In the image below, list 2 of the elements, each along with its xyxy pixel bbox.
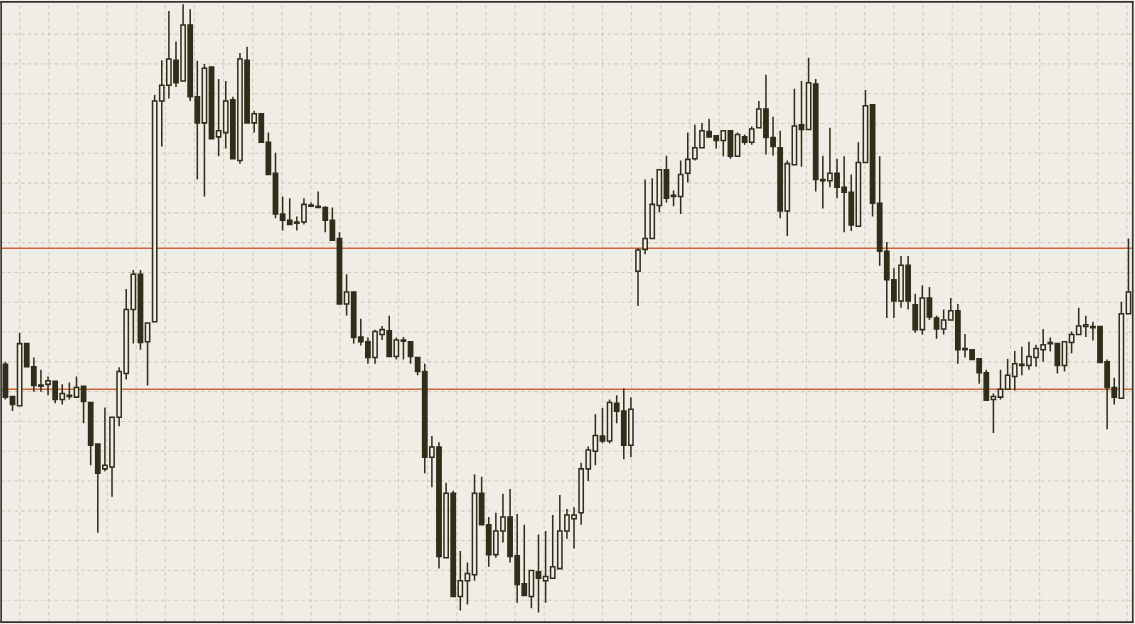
candlestick: [1125, 237, 1132, 315]
candlestick: [144, 322, 151, 387]
